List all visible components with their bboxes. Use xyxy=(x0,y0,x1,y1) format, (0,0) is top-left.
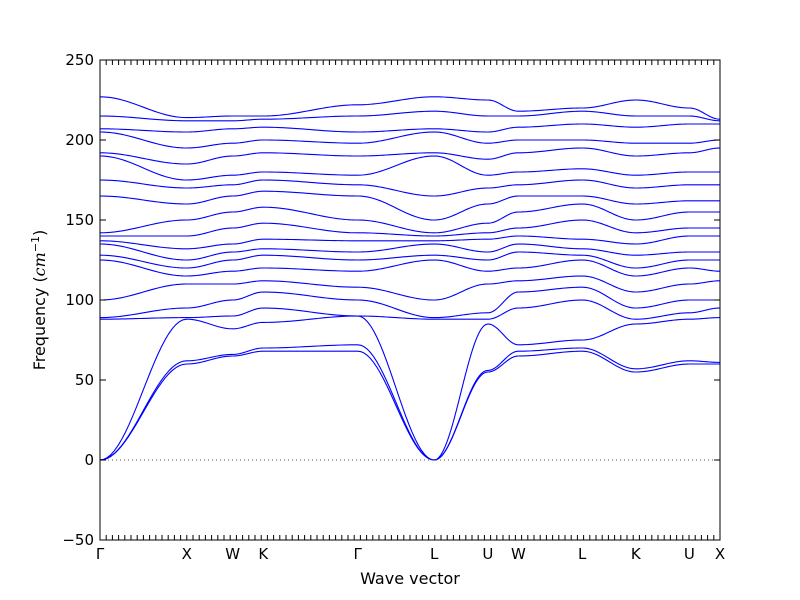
y-tick-label: 150 xyxy=(65,211,94,229)
x-tick-label: X xyxy=(182,545,192,563)
band-13 xyxy=(99,190,720,221)
x-tick-label: Γ xyxy=(354,545,363,563)
y-tick-label: 250 xyxy=(65,51,94,69)
y-tick-label: 200 xyxy=(65,131,94,149)
x-tick-label: U xyxy=(482,545,493,563)
bands-layer xyxy=(99,96,721,461)
y-axis-label-close: ) xyxy=(30,230,49,236)
x-tick-label: L xyxy=(430,545,439,563)
x-tick-label: W xyxy=(511,545,526,563)
band-3 xyxy=(99,315,721,461)
band-17 xyxy=(99,131,721,149)
y-tick-label: 50 xyxy=(75,371,94,389)
band-5 xyxy=(99,286,720,319)
y-tick-label: 0 xyxy=(84,451,94,469)
x-axis-label: Wave vector xyxy=(360,569,460,588)
band-8 xyxy=(99,251,720,269)
y-tick-label: 100 xyxy=(65,291,94,309)
x-tick-label: L xyxy=(578,545,587,563)
x-tick-label: W xyxy=(225,545,240,563)
band-6 xyxy=(99,275,721,301)
band-14 xyxy=(99,179,720,197)
y-tick-label: −50 xyxy=(62,531,94,549)
band-18 xyxy=(99,123,720,133)
y-axis-label: Frequency (cm−1) xyxy=(29,230,50,371)
x-tick-label: Γ xyxy=(96,545,105,563)
ticks-layer xyxy=(99,59,721,541)
band-19 xyxy=(99,110,721,122)
x-tick-label: X xyxy=(715,545,725,563)
band-15 xyxy=(99,155,720,181)
band-9 xyxy=(99,243,720,261)
band-11 xyxy=(100,219,720,237)
band-20 xyxy=(99,96,721,120)
band-4 xyxy=(99,299,721,320)
x-tick-label: K xyxy=(258,545,269,563)
plot-frame xyxy=(99,59,721,541)
band-2 xyxy=(99,344,721,461)
band-16 xyxy=(99,147,721,165)
y-tick-labels: −50 0 50 100 150 200 250 xyxy=(62,51,94,549)
band-10 xyxy=(99,235,720,250)
y-axis-label-unit: cm xyxy=(30,252,49,276)
y-axis-label-text: Frequency ( xyxy=(30,276,49,370)
band-7 xyxy=(99,259,721,277)
x-tick-label: K xyxy=(631,545,642,563)
x-tick-label: U xyxy=(684,545,695,563)
band-12 xyxy=(99,203,720,234)
y-axis-label-exponent: −1 xyxy=(29,236,42,252)
